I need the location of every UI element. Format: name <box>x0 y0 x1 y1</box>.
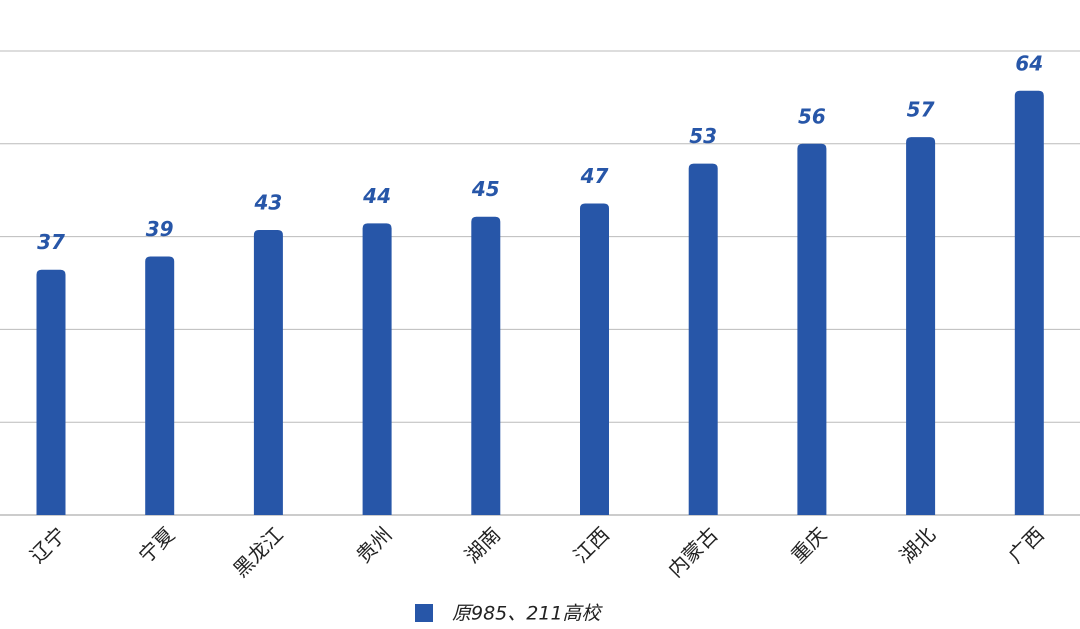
value-label: 43 <box>253 190 282 214</box>
legend-swatch <box>415 604 433 622</box>
bar <box>688 163 718 515</box>
bar <box>471 216 501 515</box>
value-label: 37 <box>37 230 65 254</box>
value-label: 64 <box>1015 51 1043 75</box>
value-label: 47 <box>580 164 609 188</box>
x-tick-label: 江西 <box>569 522 614 567</box>
value-label: 57 <box>907 98 935 122</box>
value-label: 39 <box>146 217 174 241</box>
x-tick-label: 广西 <box>1003 522 1048 567</box>
x-tick-label: 湖南 <box>460 522 505 567</box>
x-tick-label: 湖北 <box>895 522 940 567</box>
legend-label: 原985、211高校 <box>452 603 604 625</box>
value-label: 53 <box>689 124 717 148</box>
x-tick-label: 宁夏 <box>134 522 179 567</box>
value-label: 44 <box>362 184 391 208</box>
bar <box>797 143 827 516</box>
bar <box>362 223 392 516</box>
bar <box>36 269 66 515</box>
x-tick-label: 内蒙古 <box>663 522 722 581</box>
value-label: 45 <box>471 177 500 201</box>
bar <box>145 256 175 515</box>
x-tick-label: 重庆 <box>786 522 831 567</box>
x-tick-label: 辽宁 <box>25 522 70 567</box>
x-tick-label: 贵州 <box>351 522 396 567</box>
bar <box>253 229 283 515</box>
x-tick-label: 黑龙江 <box>228 522 287 581</box>
bar <box>906 137 936 515</box>
value-label: 56 <box>798 104 826 128</box>
bar <box>1014 90 1044 516</box>
bar <box>580 203 609 515</box>
